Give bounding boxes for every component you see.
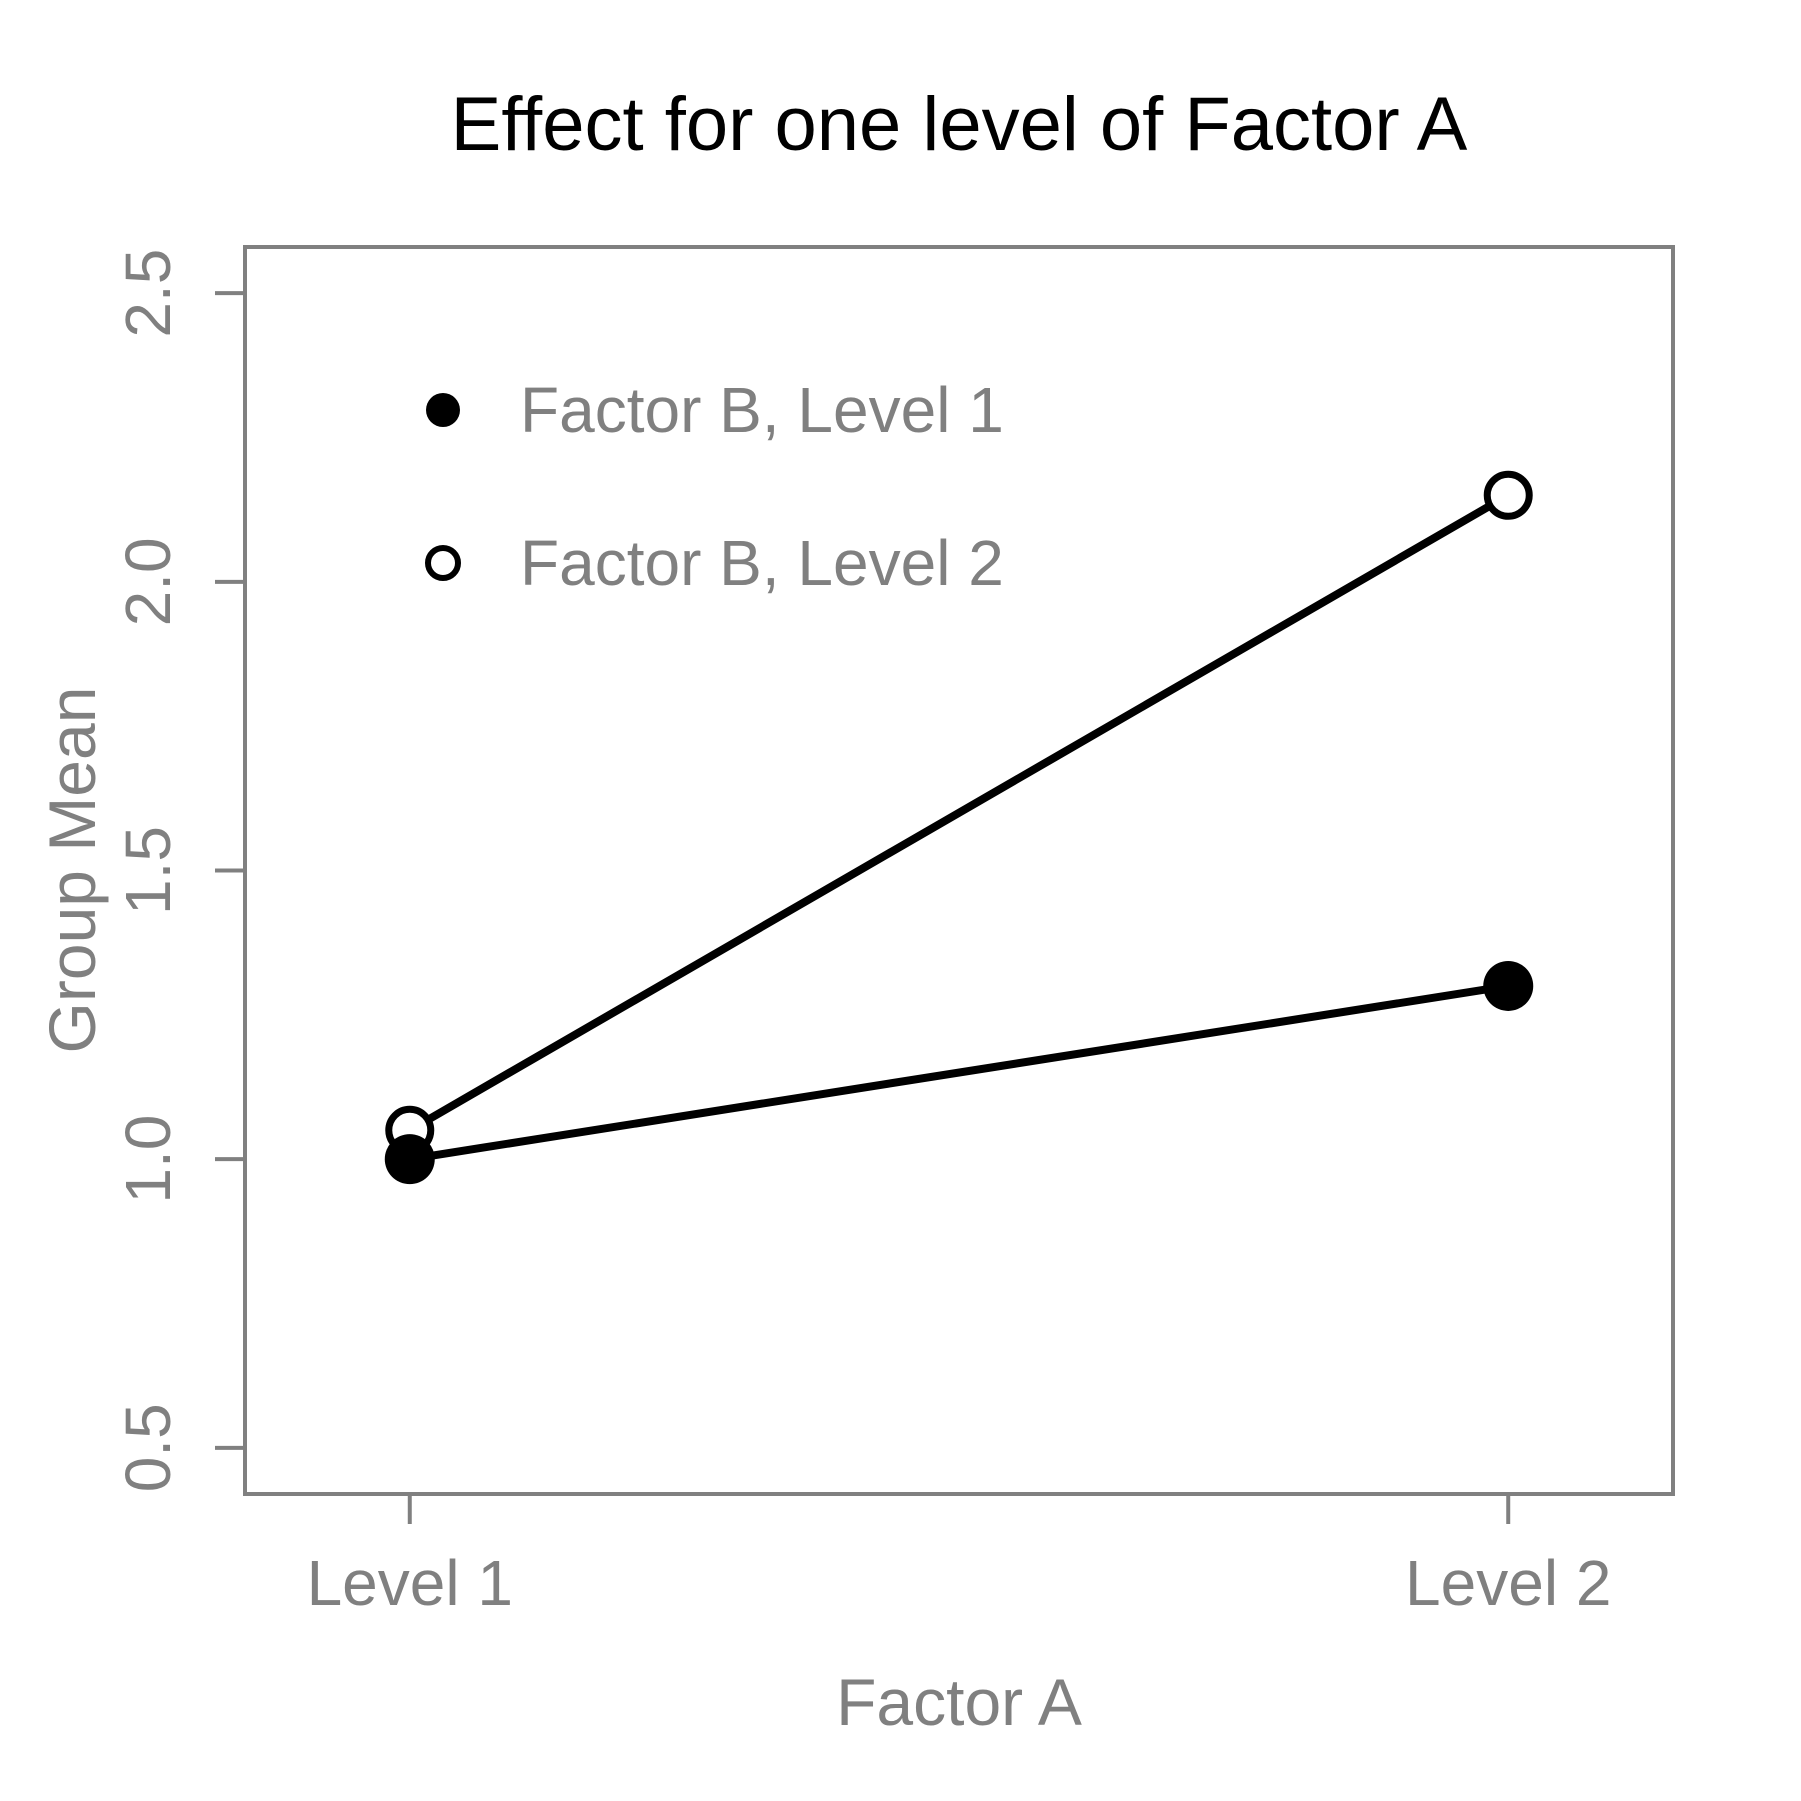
- legend-marker-filled-circle-icon: [426, 393, 460, 427]
- data-point-factor-b-level-1: [1483, 960, 1534, 1011]
- y-tick-label: 1.0: [112, 1115, 184, 1204]
- x-tick-label: Level 2: [1405, 1547, 1611, 1619]
- data-point-factor-b-level-2: [1483, 470, 1533, 520]
- legend-label-factor-b-level-1: Factor B, Level 1: [520, 374, 1004, 446]
- legend-marker-open-circle-icon: [425, 545, 461, 581]
- plot-area: 0.5 1.0 1.5 2.0 2.5 Level 1 Level 2 Factor B, L…: [112, 245, 1675, 1619]
- y-tick-label: 1.5: [112, 826, 184, 915]
- x-axis-label: Factor A: [836, 1665, 1082, 1739]
- y-axis-label: Group Mean: [35, 687, 109, 1054]
- series-line-factor-b-level-1: [405, 981, 1513, 1164]
- chart-title: Effect for one level of Factor A: [451, 82, 1468, 167]
- y-tick-label: 2.0: [112, 537, 184, 626]
- y-tick-label: 2.5: [112, 249, 184, 338]
- x-tick-label: Level 1: [307, 1547, 513, 1619]
- data-point-factor-b-level-1: [384, 1134, 435, 1185]
- series-line-factor-b-level-2: [405, 491, 1513, 1135]
- y-tick-label: 0.5: [112, 1403, 184, 1492]
- legend-label-factor-b-level-2: Factor B, Level 2: [520, 527, 1004, 599]
